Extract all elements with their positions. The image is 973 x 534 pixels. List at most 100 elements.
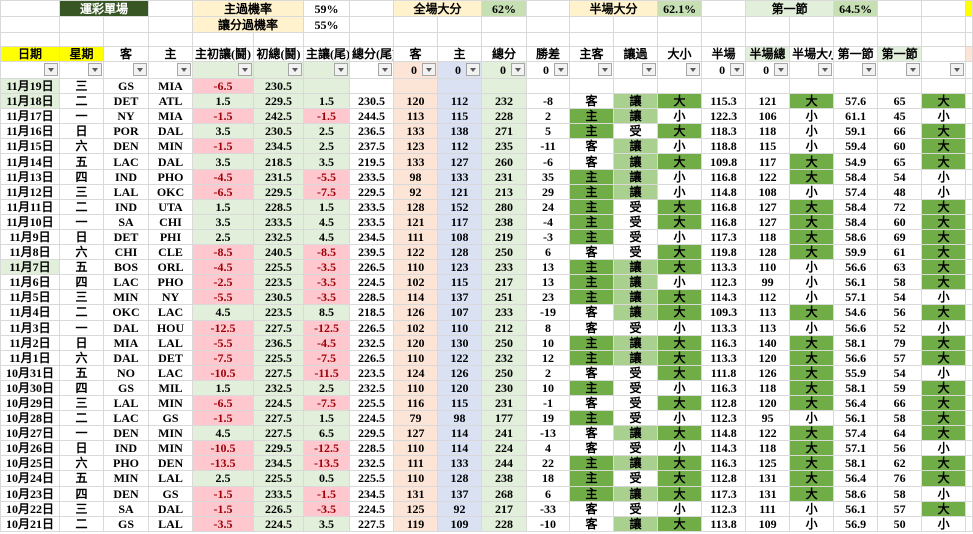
column-header-winner-side[interactable]: 主客 (569, 46, 615, 62)
cell-close-total[interactable]: 236.5 (349, 123, 395, 140)
cell-q1-line[interactable]: 57.4 (833, 183, 879, 200)
cell-weekday[interactable]: 五 (59, 470, 104, 487)
cell-total-score[interactable]: 232 (481, 93, 528, 110)
cell-q1-line[interactable]: 56.4 (833, 394, 879, 412)
cell-weekday[interactable]: 二 (59, 515, 104, 532)
cell-q1-total[interactable]: 58 (877, 274, 923, 291)
filter-dropdown-button[interactable] (950, 63, 965, 76)
cell-margin[interactable]: 22 (526, 455, 571, 472)
cell-away-score[interactable]: 79 (393, 410, 439, 427)
cell-half-line[interactable]: 115.3 (701, 93, 747, 110)
cell-winner-side[interactable]: 客 (569, 515, 615, 532)
cell-half-line[interactable]: 116.3 (701, 455, 747, 472)
cell-date[interactable]: 11月6日 (0, 274, 60, 291)
cell-winner-side[interactable]: 客 (569, 425, 615, 442)
cell-home-score[interactable]: 108 (437, 228, 483, 246)
cell-q1-line[interactable]: 56.1 (833, 410, 879, 427)
sheet-title[interactable]: 運彩單場 (58, 0, 150, 17)
cell-home-score[interactable]: 120 (437, 379, 483, 396)
cell-over-under[interactable]: 小 (657, 410, 703, 427)
cell-date[interactable]: 10月26日 (0, 440, 60, 457)
cell-total-score[interactable]: 231 (481, 394, 528, 412)
cell-home-score[interactable]: 98 (437, 410, 483, 427)
cell-half-over-under[interactable]: 大 (789, 213, 835, 230)
cell-q1-line[interactable]: 57.4 (833, 425, 879, 442)
cell-winner-side[interactable]: 客 (569, 138, 615, 155)
cell-open-total[interactable]: 240.5 (253, 244, 305, 261)
cell-spread-result[interactable]: 讓 (613, 349, 659, 366)
cell-winner-side[interactable]: 客 (569, 153, 615, 170)
cell-away-score[interactable]: 114 (393, 289, 439, 306)
cell-close-spread[interactable]: -3.5 (303, 500, 351, 517)
column-header-close-total[interactable]: 總分(尾) (349, 46, 395, 62)
cell-home-team[interactable]: GS (148, 410, 194, 427)
cell-open-spread[interactable]: 3.5 (192, 153, 255, 170)
cell-half-line[interactable]: 113.3 (701, 319, 747, 336)
cell-home-score[interactable]: 110 (437, 319, 483, 336)
cell-total-score[interactable]: 233 (481, 304, 528, 321)
cell-q1-over-under[interactable]: 大 (921, 198, 967, 215)
cell-weekday[interactable]: 四 (59, 274, 104, 291)
cell-q1-total[interactable]: 60 (877, 138, 923, 155)
cell-over-under[interactable]: 小 (657, 108, 703, 125)
cell-open-total[interactable]: 223.5 (253, 274, 305, 291)
cell-margin[interactable]: 19 (526, 410, 571, 427)
cell-open-total[interactable]: 242.5 (253, 108, 305, 125)
cell-over-under[interactable] (657, 77, 703, 95)
cell-q1-total[interactable]: 66 (877, 123, 923, 140)
cell-away-team[interactable]: DEN (102, 425, 150, 442)
cell-spread-result[interactable]: 受 (613, 319, 659, 336)
cell-margin[interactable]: 4 (526, 440, 571, 457)
cell-spread-result[interactable]: 受 (613, 470, 659, 487)
cell-q1-line[interactable]: 56.6 (833, 259, 879, 276)
cell-q1-total[interactable]: 65 (877, 153, 923, 170)
cell-open-spread[interactable]: 3.5 (192, 213, 255, 230)
cell-open-total[interactable]: 236.5 (253, 334, 305, 351)
cell-q1-total[interactable]: 54 (877, 289, 923, 306)
cell-close-total[interactable]: 228.5 (349, 289, 395, 306)
cell-weekday[interactable]: 日 (59, 334, 104, 351)
cell-date[interactable]: 11月3日 (0, 319, 60, 336)
cell-q1-line[interactable]: 59.4 (833, 138, 879, 155)
filter-dropdown-button[interactable] (466, 63, 481, 76)
cell-date[interactable]: 11月19日 (0, 77, 60, 95)
cell-close-spread[interactable]: -13.5 (303, 455, 351, 472)
cell-open-total[interactable]: 232.5 (253, 379, 305, 396)
cell-spread-result[interactable]: 讓 (613, 108, 659, 125)
cell-away-team[interactable]: DAL (102, 319, 150, 336)
cell-q1-over-under[interactable]: 小 (921, 440, 967, 457)
cell-half-over-under[interactable]: 大 (789, 349, 835, 366)
cell-half-over-under[interactable]: 小 (789, 108, 835, 125)
cell-half-over-under[interactable]: 小 (789, 515, 835, 532)
cell-away-team[interactable]: SA (102, 213, 150, 230)
cell-home-score[interactable]: 128 (437, 244, 483, 261)
cell-q1-total[interactable]: 76 (877, 470, 923, 487)
cell-winner-side[interactable]: 主 (569, 108, 615, 125)
cell-open-spread[interactable]: -1.5 (192, 108, 255, 125)
cell-away-team[interactable]: DEN (102, 138, 150, 155)
cell-q1-over-under[interactable]: 大 (921, 470, 967, 487)
cell-away-team[interactable]: GS (102, 77, 150, 95)
cell-close-spread[interactable]: 3.5 (303, 515, 351, 532)
cell-q1-total[interactable]: 45 (877, 108, 923, 125)
cell-away-score[interactable]: 123 (393, 138, 439, 155)
cell-total-score[interactable]: 250 (481, 364, 528, 381)
cell-half-over-under[interactable]: 大 (789, 334, 835, 351)
column-header-home-score[interactable]: 主 (437, 46, 483, 62)
cell-away-score[interactable]: 110 (393, 349, 439, 366)
cell-half-total[interactable]: 122 (745, 425, 791, 442)
cell-total-score[interactable]: 230 (481, 379, 528, 396)
cell-away-team[interactable]: GS (102, 379, 150, 396)
cell-close-total[interactable]: 234.5 (349, 485, 395, 502)
cell-q1-over-under[interactable]: 小 (921, 108, 967, 125)
cell-half-over-under[interactable] (789, 77, 835, 95)
cell-q1-line[interactable]: 58.1 (833, 379, 879, 396)
cell-half-line[interactable]: 118.8 (701, 138, 747, 155)
cell-q1-over-under[interactable]: 大 (921, 123, 967, 140)
cell-home-team[interactable]: MIN (148, 138, 194, 155)
cell-away-team[interactable]: DET (102, 228, 150, 246)
cell-close-spread[interactable]: -4.5 (303, 334, 351, 351)
cell-home-team[interactable]: PHO (148, 168, 194, 185)
cell-q1-over-under[interactable]: 大 (921, 379, 967, 396)
cell-q1-over-under[interactable]: 大 (921, 394, 967, 412)
